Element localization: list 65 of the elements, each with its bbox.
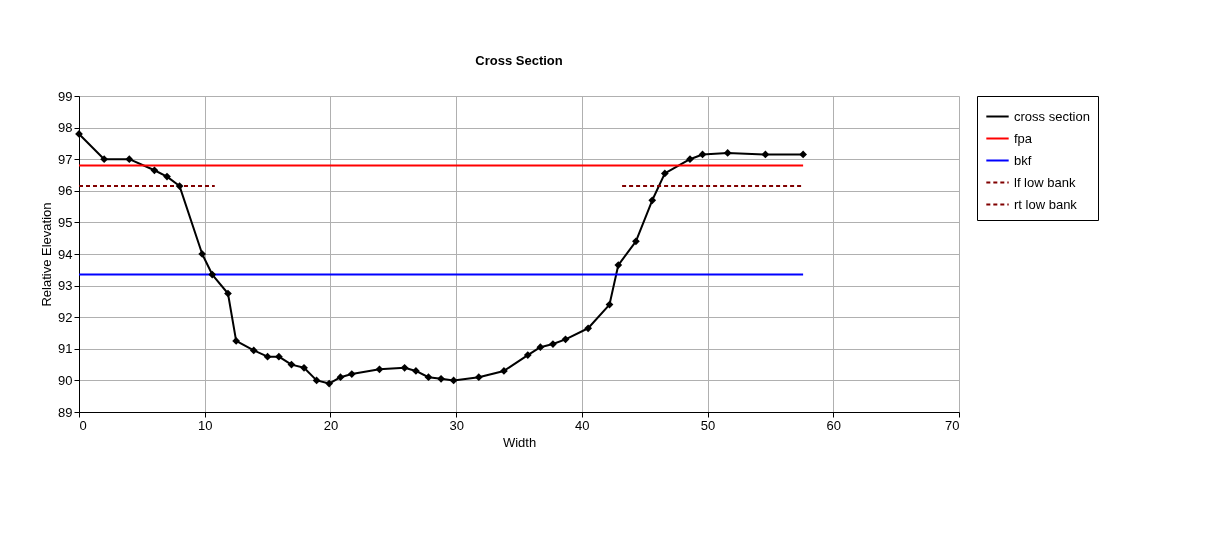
point — [300, 363, 308, 372]
point — [125, 155, 134, 164]
x-tick-label: 30 — [449, 417, 464, 433]
point — [584, 324, 593, 333]
y-tick-label: 95 — [58, 214, 73, 230]
point — [275, 352, 283, 361]
y-tick-label: 90 — [58, 372, 73, 388]
point — [312, 376, 321, 385]
y-tick-label: 94 — [58, 246, 73, 262]
y-tick-label: 96 — [58, 183, 73, 199]
point — [500, 367, 508, 375]
point — [232, 337, 241, 345]
legend-label: cross section — [1014, 108, 1090, 124]
x-axis-title: Width — [502, 434, 537, 450]
point — [424, 373, 433, 382]
point — [224, 289, 232, 298]
point — [347, 370, 356, 378]
x-tick-label: 20 — [323, 417, 339, 433]
point — [208, 270, 217, 279]
point — [561, 335, 570, 344]
x-tick-label: 10 — [197, 417, 213, 433]
point — [336, 373, 345, 382]
point — [660, 169, 669, 178]
point — [287, 360, 296, 369]
point — [761, 150, 770, 159]
x-tick-label: 50 — [700, 417, 716, 433]
point — [523, 351, 532, 359]
y-tick-label: 98 — [58, 120, 73, 136]
point — [449, 376, 458, 385]
y-axis-title: Relative Elevation — [39, 202, 55, 307]
point — [198, 250, 207, 258]
point — [686, 155, 694, 164]
point — [175, 182, 184, 190]
point — [614, 261, 623, 269]
point — [325, 379, 334, 388]
point — [375, 365, 384, 374]
legend-label: bkf — [1014, 152, 1032, 168]
legend-label: lf low bank — [1014, 174, 1076, 190]
point — [150, 166, 159, 175]
point — [249, 346, 258, 355]
y-tick-label: 93 — [58, 278, 73, 294]
point — [437, 374, 445, 383]
point — [536, 343, 545, 352]
point — [632, 237, 640, 246]
y-tick-label: 89 — [58, 404, 73, 420]
point — [263, 352, 272, 361]
point — [648, 196, 657, 205]
point — [412, 367, 420, 375]
x-tick-label: 70 — [945, 417, 960, 433]
y-tick-label: 97 — [58, 151, 73, 167]
x-tick-label: 60 — [826, 417, 842, 433]
point — [400, 363, 409, 372]
point — [474, 373, 483, 382]
x-tick-label: 40 — [575, 417, 590, 433]
point — [799, 150, 807, 159]
x-tick-label: 0 — [79, 417, 87, 433]
chart-title: Cross Section — [475, 53, 563, 68]
legend-label: fpa — [1014, 130, 1033, 146]
point — [723, 149, 732, 157]
point — [100, 155, 109, 164]
y-tick-label: 91 — [58, 341, 73, 357]
y-tick-label: 92 — [58, 309, 73, 325]
point — [163, 172, 171, 181]
y-tick-label: 99 — [58, 88, 73, 104]
legend-label: rt low bank — [1014, 196, 1078, 212]
